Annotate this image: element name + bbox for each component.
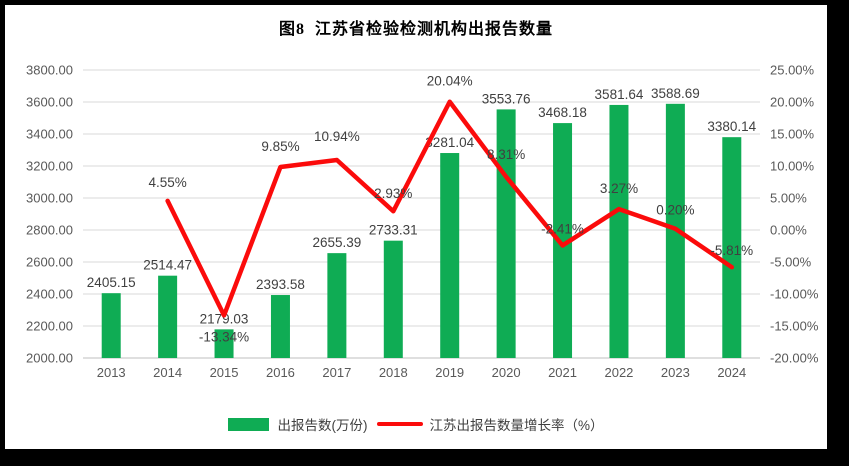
bar-2016 <box>270 295 290 358</box>
bar-value-label: 3380.14 <box>707 119 756 134</box>
line-value-label: 9.85% <box>261 139 299 154</box>
x-axis-label: 2016 <box>266 365 295 380</box>
x-axis-label: 2018 <box>379 365 408 380</box>
line-value-label: 0.20% <box>656 203 694 218</box>
bar-2019 <box>440 153 460 358</box>
line-value-label: 20.04% <box>427 74 473 89</box>
bar-value-label: 3553.76 <box>482 91 531 106</box>
legend-bar-label: 出报告数(万份) <box>277 418 368 433</box>
line-value-label: 2.93% <box>374 186 412 201</box>
x-axis-label: 2024 <box>717 365 746 380</box>
right-axis-tick: -20.00% <box>770 351 819 366</box>
x-axis-label: 2021 <box>548 365 577 380</box>
bar-value-label: 3281.04 <box>425 135 474 150</box>
bar-value-label: 2179.03 <box>200 311 249 326</box>
x-axis-label: 2017 <box>322 365 351 380</box>
x-axis-label: 2014 <box>153 365 182 380</box>
line-value-label: 4.55% <box>148 175 186 190</box>
bar-2014 <box>158 275 178 358</box>
bar-value-label: 2655.39 <box>312 235 361 250</box>
bar-value-label: 2405.15 <box>87 275 136 290</box>
bar-value-label: 3581.64 <box>595 87 644 102</box>
x-axis-label: 2019 <box>435 365 464 380</box>
bar-value-label: 2733.31 <box>369 223 418 238</box>
line-value-label: -5.81% <box>710 243 753 258</box>
left-axis-tick: 3400.00 <box>26 127 73 142</box>
left-axis-tick: 2800.00 <box>26 223 73 238</box>
x-axis-label: 2013 <box>97 365 126 380</box>
x-axis-label: 2022 <box>604 365 633 380</box>
right-axis-tick: -5.00% <box>770 255 812 270</box>
right-axis-tick: 5.00% <box>770 191 807 206</box>
line-value-label: 8.31% <box>487 147 525 162</box>
right-axis-tick: 20.00% <box>770 95 815 110</box>
bar-2013 <box>101 293 121 358</box>
left-axis-tick: 2000.00 <box>26 351 73 366</box>
right-axis-tick: 0.00% <box>770 223 807 238</box>
chart-title: 图8 江苏省检验检测机构出报告数量 <box>278 21 553 38</box>
line-value-label: -13.34% <box>199 329 249 344</box>
x-axis-label: 2023 <box>661 365 690 380</box>
bar-2022 <box>609 104 629 359</box>
bar-2021 <box>553 123 573 358</box>
left-axis-tick: 3200.00 <box>26 159 73 174</box>
bar-value-label: 2393.58 <box>256 277 305 292</box>
bar-value-label: 3468.18 <box>538 105 587 120</box>
line-value-label: 10.94% <box>314 129 360 144</box>
right-axis-tick: -10.00% <box>770 287 819 302</box>
bar-2024 <box>722 137 742 358</box>
x-axis-label: 2015 <box>210 365 239 380</box>
right-axis-tick: 10.00% <box>770 159 815 174</box>
left-axis-tick: 3000.00 <box>26 191 73 206</box>
x-axis-label: 2020 <box>492 365 521 380</box>
legend-bar-swatch-icon <box>228 417 270 431</box>
legend: 出报告数(万份) 江苏出报告数量增长率（%） <box>5 413 827 435</box>
left-axis-tick: 2600.00 <box>26 255 73 270</box>
bar-2015 <box>214 329 234 358</box>
bar-2018 <box>383 240 403 358</box>
line-value-label: 3.27% <box>600 181 638 196</box>
right-axis-tick: 25.00% <box>770 63 815 78</box>
bar-2017 <box>327 253 347 358</box>
left-axis-tick: 3600.00 <box>26 95 73 110</box>
left-axis-tick: 2400.00 <box>26 287 73 302</box>
left-axis-tick: 2200.00 <box>26 319 73 334</box>
chart-panel: 图8 江苏省检验检测机构出报告数量 2000.00 2200.00 2400.00 2… <box>5 5 827 449</box>
combo-chart: 2000.00 2200.00 2400.00 2600.00 2800.00 3000.… <box>26 63 819 381</box>
line-value-label: -2.41% <box>541 221 584 236</box>
bar-value-label: 2514.47 <box>143 258 192 273</box>
legend-line-swatch-icon <box>377 421 424 427</box>
right-axis-tick: -15.00% <box>770 319 819 334</box>
left-axis-tick: 3800.00 <box>26 63 73 78</box>
growth-line <box>165 99 735 318</box>
legend-line-label: 江苏出报告数量增长率（%） <box>429 418 604 433</box>
bar-value-label: 3588.69 <box>651 86 700 101</box>
right-axis-tick: 15.00% <box>770 127 815 142</box>
